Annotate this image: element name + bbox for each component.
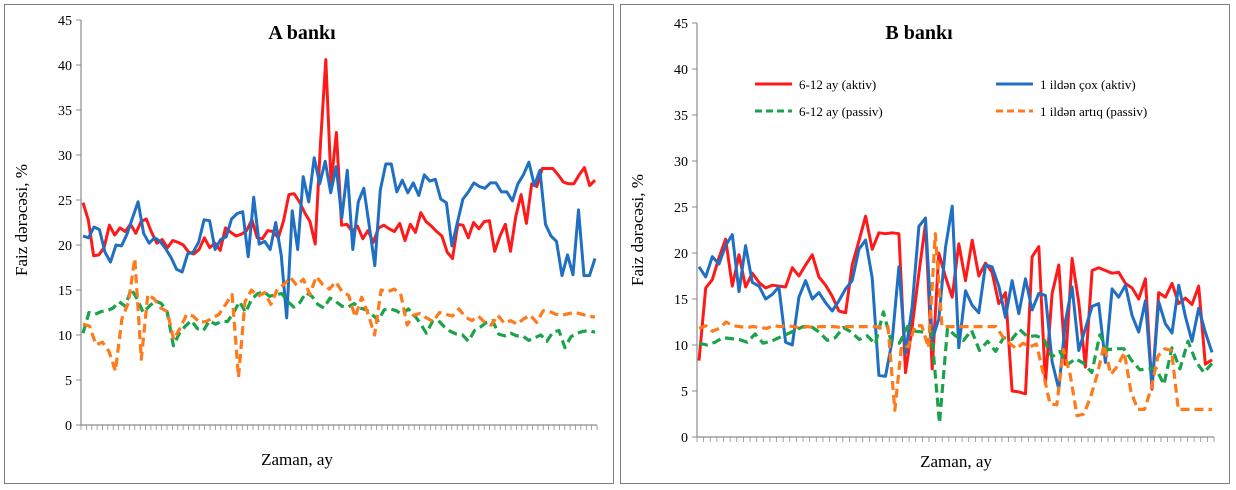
chart-a-svg: 0 5 10 15 20 25 30 35 40 45 A bankı Zaman, ay Fai… [12, 14, 598, 469]
chart-a-y-tick-label: 20 [58, 239, 72, 254]
chart-b-y-tick-label: 20 [674, 247, 688, 262]
chart-b-title: B bankı [885, 22, 953, 44]
chart-b-legend-label: 1 ildən artıq (passiv) [1040, 104, 1147, 119]
chart-a-xlabel: Zaman, ay [261, 450, 333, 469]
chart-b-y-tick-label: 10 [674, 339, 688, 354]
chart-b-y-tick-label: 25 [674, 201, 688, 216]
chart-a-ylabel: Faiz dərəcəsi, % [12, 164, 31, 276]
chart-a-y-tick-label: 25 [58, 194, 72, 209]
chart-a-y-tick-label: 15 [58, 284, 72, 299]
chart-b-y-tick-label: 0 [681, 431, 688, 446]
chart-b-legend: 6-12 ay (aktiv) 1 ildən çox (aktiv) 6-12 a… [755, 77, 1147, 119]
chart-b-svg: 0 5 10 15 20 25 30 35 40 45 B bankı Zaman, ay Fai… [628, 17, 1215, 471]
chart-b-series-blue-solid [697, 204, 1214, 391]
chart-a-y-tick-label: 40 [58, 59, 72, 74]
chart-b-y-tick-label: 40 [674, 63, 688, 78]
chart-b-y-tick-label: 45 [674, 17, 688, 32]
chart-a-y-tick-label: 35 [58, 104, 72, 119]
chart-a-y-tick-label: 5 [65, 374, 72, 389]
chart-a-y-tick-label: 10 [58, 329, 72, 344]
chart-b-series-orange-dashed [698, 232, 1212, 418]
chart-b-legend-label: 6-12 ay (aktiv) [799, 77, 876, 92]
chart-b-series-green-dashed [698, 310, 1214, 425]
chart-a-y-tick-label: 0 [65, 419, 72, 434]
chart-b-ylabel: Faiz dərəcəsi, % [628, 174, 647, 286]
chart-panel-b-bank: 0 5 10 15 20 25 30 35 40 45 B bankı Zaman, ay Fai… [620, 4, 1230, 484]
chart-panel-a-bank: 0 5 10 15 20 25 30 35 40 45 A bankı Zaman, ay Fai… [4, 4, 614, 484]
chart-b-xlabel: Zaman, ay [920, 452, 992, 471]
chart-b-y-tick-label: 15 [674, 293, 688, 308]
chart-b-y-tick-label: 35 [674, 109, 688, 124]
chart-b-y-tick-label: 5 [681, 385, 688, 400]
chart-a-y-tick-label: 30 [58, 149, 72, 164]
chart-a-series-orange-dashed [82, 256, 596, 379]
chart-a-series-red-solid [81, 58, 597, 260]
chart-a-y-tick-label: 45 [58, 14, 72, 29]
chart-b-y-tick-label: 30 [674, 155, 688, 170]
chart-a-series-green-dashed [81, 287, 596, 350]
chart-a-title: A bankı [268, 22, 336, 44]
chart-b-legend-label: 1 ildən çox (aktiv) [1040, 77, 1136, 92]
chart-a-series-blue-solid [82, 156, 597, 320]
chart-b-legend-label: 6-12 ay (passiv) [799, 104, 883, 119]
